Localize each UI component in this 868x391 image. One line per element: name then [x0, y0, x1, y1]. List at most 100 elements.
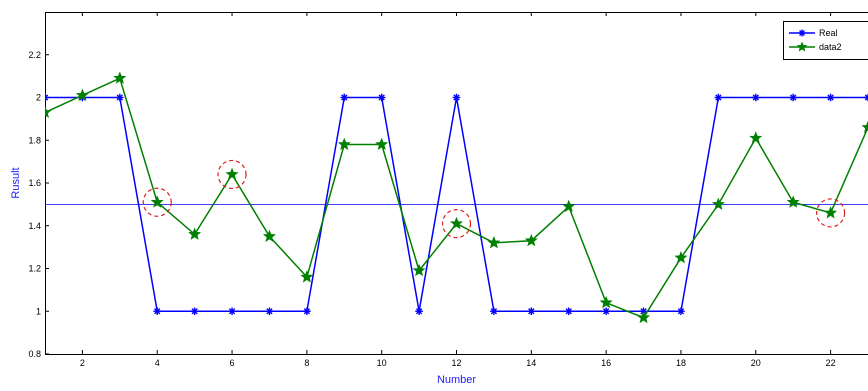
x-tick-label: 6 [230, 358, 235, 368]
x-tick-label: 20 [751, 358, 761, 368]
x-tick-label: 16 [601, 358, 611, 368]
x-tick-label: 10 [377, 358, 387, 368]
data-point-data2 [524, 233, 538, 247]
data-point-Real [602, 307, 610, 316]
data-point-data2 [300, 270, 314, 283]
asterisk-stroke [752, 94, 759, 101]
y-axis-label: Rusult [10, 167, 22, 198]
x-tick-label: 22 [826, 358, 836, 368]
asterisk-stroke [453, 94, 460, 101]
data-point-Real [864, 93, 868, 102]
asterisk-stroke [864, 96, 868, 101]
x-tick-label: 4 [155, 358, 160, 368]
data-point-data2 [262, 229, 276, 242]
asterisk-stroke [790, 94, 797, 101]
data-point-data2 [861, 120, 868, 133]
data-point-data2 [674, 250, 688, 264]
asterisk-stroke [715, 94, 722, 101]
x-tick-label: 12 [451, 358, 461, 368]
data-point-data2 [562, 199, 576, 213]
data-point-data2 [375, 137, 389, 151]
data-point-data2 [225, 167, 239, 180]
x-tick-label: 8 [304, 358, 309, 368]
data-point-data2 [786, 195, 800, 208]
legend-marker-Real [798, 29, 806, 37]
y-tick-label: 1 [36, 306, 41, 316]
asterisk-stroke [565, 308, 572, 315]
highlight-circle [441, 209, 472, 239]
legend-label-data2: data2 [819, 42, 842, 52]
data-point-data2 [450, 216, 463, 230]
data-point-Real [677, 307, 685, 316]
asterisk-stroke [799, 30, 805, 36]
data-point-Real [340, 93, 349, 102]
data-point-data2 [824, 206, 838, 219]
data-point-data2 [711, 197, 725, 210]
y-tick-label: 1.2 [28, 264, 41, 274]
x-tick-label: 18 [676, 358, 686, 368]
data-point-data2 [487, 236, 501, 249]
data-point-data2 [599, 295, 613, 309]
asterisk-stroke [827, 94, 834, 101]
asterisk-stroke [378, 94, 385, 101]
data-point-data2 [45, 105, 52, 118]
legend-marker-data2 [796, 41, 808, 52]
data-point-data2 [637, 310, 651, 324]
data-point-Real [415, 307, 423, 316]
asterisk-stroke [303, 308, 311, 315]
asterisk-stroke [191, 308, 198, 315]
data-point-Real [714, 93, 723, 102]
asterisk-stroke [154, 308, 161, 315]
asterisk-stroke [266, 308, 273, 315]
y-tick-label: 0.8 [28, 349, 41, 359]
asterisk-stroke [602, 308, 610, 315]
data-point-Real [45, 93, 49, 102]
y-tick-label: 2.2 [28, 50, 41, 60]
data-point-data2 [75, 88, 89, 101]
y-tick-label: 1.4 [28, 221, 41, 231]
data-point-Real [265, 307, 274, 316]
highlight-circle [217, 159, 247, 190]
y-tick-label: 2 [36, 93, 41, 103]
x-axis-label: Number [437, 374, 476, 386]
x-tick-label: 14 [526, 358, 536, 368]
data-point-data2 [113, 71, 127, 84]
data-point-Real [377, 93, 386, 102]
asterisk-stroke [415, 308, 423, 315]
data-point-Real [527, 307, 536, 316]
data-point-data2 [412, 263, 426, 277]
plot-area [45, 71, 868, 324]
asterisk-stroke [45, 94, 49, 99]
asterisk-stroke [341, 94, 348, 101]
highlight-circle [142, 187, 172, 217]
asterisk-stroke [864, 94, 868, 99]
data-point-Real [116, 93, 124, 102]
asterisk-stroke [45, 96, 49, 101]
data-point-Real [826, 93, 835, 102]
legend: Real data2 [783, 21, 868, 60]
data-point-data2 [337, 137, 351, 151]
legend-box [783, 21, 868, 60]
asterisk-stroke [528, 308, 535, 315]
y-tick-label: 1.8 [28, 135, 41, 145]
data-point-data2 [749, 131, 763, 144]
asterisk-stroke [677, 308, 685, 315]
asterisk-stroke [228, 308, 236, 315]
data-point-Real [303, 307, 311, 316]
data-point-Real [153, 307, 162, 316]
y-tick-label: 1.6 [28, 178, 41, 188]
highlight-circle [815, 198, 846, 228]
data-point-Real [228, 307, 236, 316]
x-tick-label: 2 [80, 358, 85, 368]
data-point-Real [564, 307, 573, 316]
plot-frame [45, 12, 868, 355]
data-point-Real [490, 307, 498, 316]
asterisk-stroke [116, 94, 123, 101]
data-point-data2 [150, 195, 164, 208]
data-point-Real [789, 93, 797, 102]
data-point-Real [452, 93, 461, 102]
data-point-Real [751, 93, 760, 102]
data-point-Real [190, 307, 199, 316]
asterisk-stroke [490, 308, 498, 315]
